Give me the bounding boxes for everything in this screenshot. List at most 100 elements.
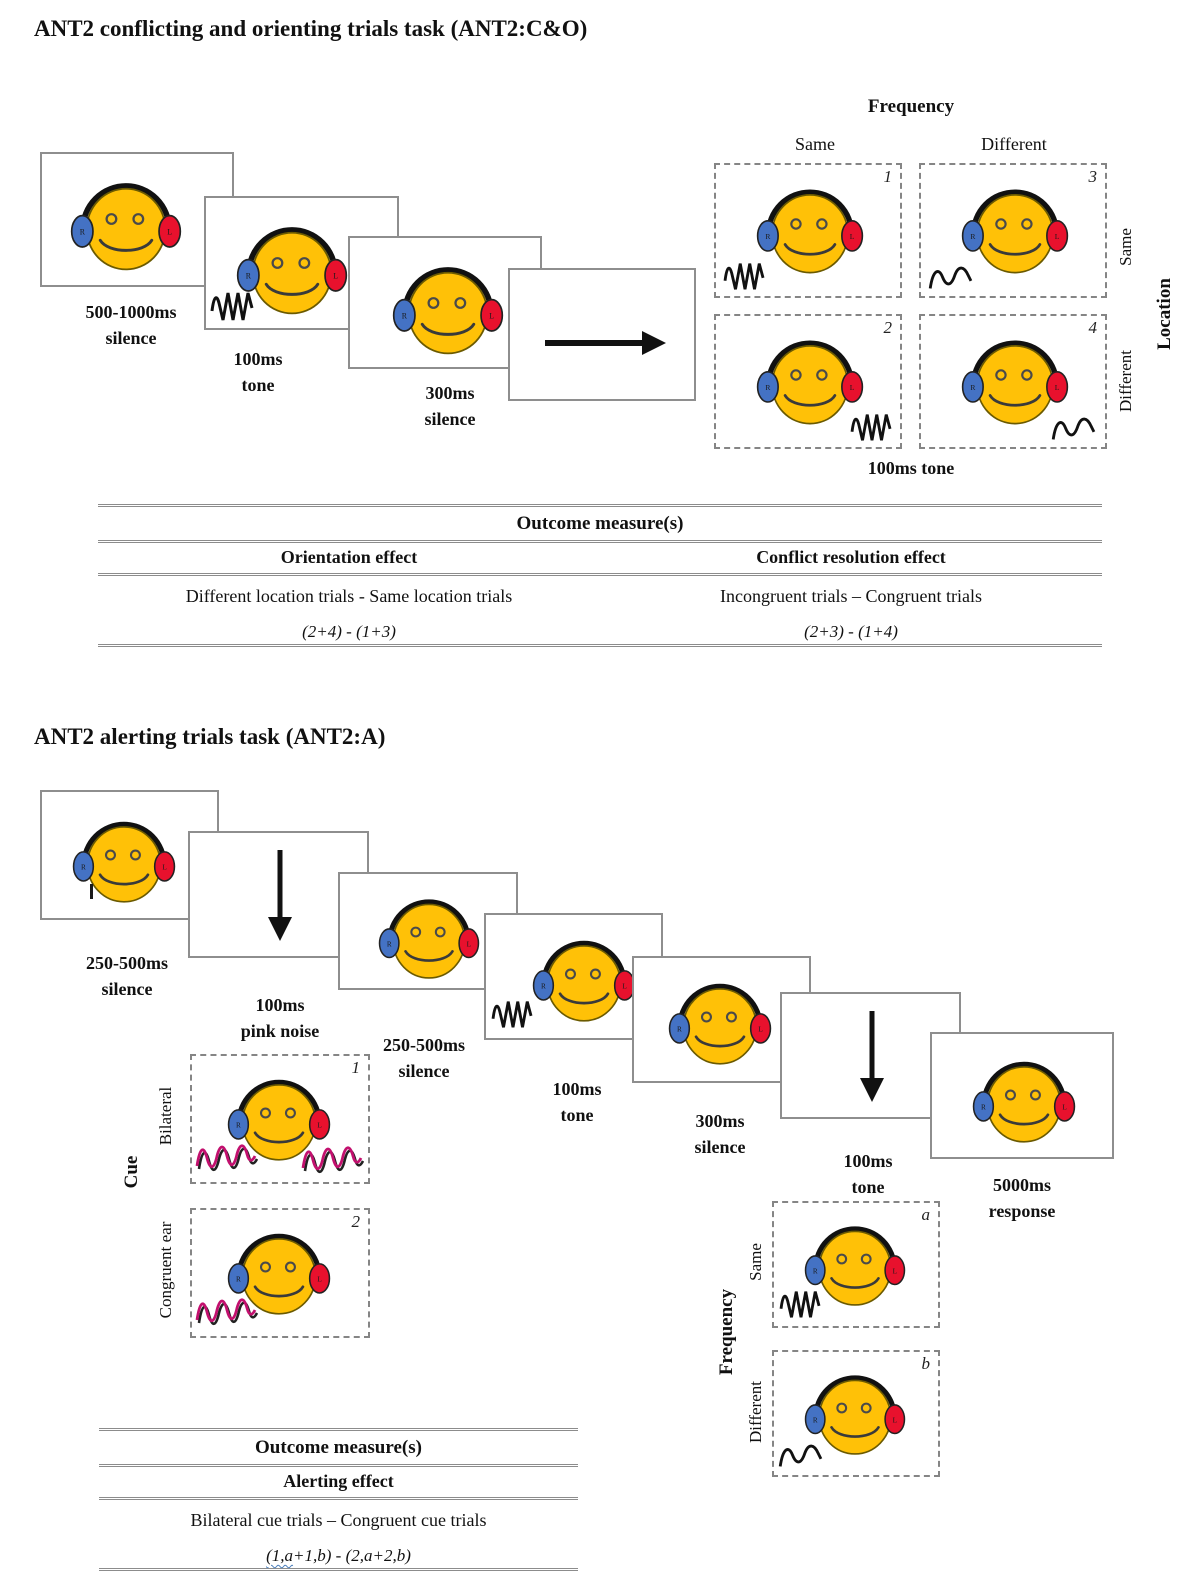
label-line1: 250-500ms xyxy=(383,1035,465,1055)
cell-number: 2 xyxy=(883,318,893,337)
label-line2: tone xyxy=(241,375,275,395)
frequency-box-same: a xyxy=(772,1201,940,1328)
grid-col-same: Same xyxy=(795,134,835,154)
s2-frame5-label: 300ms silence xyxy=(635,1108,805,1160)
s2-frame3-label: 250-500ms silence xyxy=(339,1032,509,1084)
s1-frame-fixation xyxy=(40,152,234,287)
label-line2: silence xyxy=(424,409,476,429)
grid-col-different: Different xyxy=(981,134,1047,154)
grid-frequency-header: Frequency xyxy=(867,96,955,117)
label-line2: silence xyxy=(105,328,157,348)
label-line1: 100ms xyxy=(552,1079,602,1099)
label-line2: silence xyxy=(398,1061,450,1081)
section2-title: ANT2 alerting trials task (ANT2:A) xyxy=(34,724,386,749)
grid-cell-3: 3 xyxy=(919,163,1107,298)
conflict-contrast: Incongruent trials – Congruent trials xyxy=(720,586,982,606)
grid-row-different: Different xyxy=(1116,350,1135,412)
orientation-contrast: Different location trials - Same locatio… xyxy=(185,586,513,606)
face-headphones-icon xyxy=(70,166,182,272)
wave-high-icon xyxy=(778,1285,824,1323)
face-headphones-icon xyxy=(72,806,176,904)
orientation-formula: (2+4) - (1+3) xyxy=(302,622,396,641)
frequency-box-different: b xyxy=(772,1350,940,1477)
grid-row-same: Same xyxy=(1116,228,1135,266)
alerting-formula-underlined: (1,a xyxy=(266,1546,294,1565)
grid-cell-2: 2 xyxy=(714,314,902,449)
arrow-down-icon xyxy=(858,1008,886,1104)
table1-contrast-row: Different location trials - Same locatio… xyxy=(98,576,1102,607)
outcome-table-1: Outcome measure(s) Orientation effect Co… xyxy=(98,504,1102,647)
label-line1: 500-1000ms xyxy=(85,302,177,322)
face-headphones-icon xyxy=(668,968,772,1066)
label-line2: tone xyxy=(851,1177,885,1197)
label-line2: response xyxy=(988,1201,1056,1221)
cell-number: 3 xyxy=(1088,167,1098,186)
s1-frame1-label: 500-1000ms silence xyxy=(46,299,216,351)
face-headphones-icon xyxy=(392,250,504,356)
wave-high-icon xyxy=(490,995,536,1033)
alerting-formula: (1,a+1,b) - (2,a+2,b) xyxy=(99,1531,578,1571)
frequency-group-label: Frequency xyxy=(716,1288,737,1376)
grid-caption: 100ms tone xyxy=(867,458,955,478)
label-line1: 250-500ms xyxy=(86,953,168,973)
face-headphones-icon xyxy=(378,884,480,980)
s2-frame-response xyxy=(930,1032,1114,1159)
face-headphones-icon xyxy=(532,925,636,1023)
cue-congruent-label: Congruent ear xyxy=(156,1221,175,1319)
wave-low-icon xyxy=(777,1438,827,1474)
outcome-table-2: Outcome measure(s) Alerting effect Bilat… xyxy=(99,1428,578,1571)
s1-frame-target xyxy=(508,268,696,401)
alerting-effect-header: Alerting effect xyxy=(99,1467,578,1500)
cell-number: 1 xyxy=(883,167,893,186)
conflict-formula: (2+3) - (1+4) xyxy=(804,622,898,641)
cell-number: b xyxy=(921,1354,931,1373)
orientation-effect-header: Orientation effect xyxy=(280,547,418,567)
table1-header: Outcome measure(s) xyxy=(98,507,1102,543)
wave-high-icon xyxy=(721,257,769,295)
label-line2: tone xyxy=(560,1105,594,1125)
conflict-effect-header: Conflict resolution effect xyxy=(756,547,946,567)
cell-number: a xyxy=(921,1205,931,1224)
label-line1: 100ms xyxy=(843,1151,893,1171)
cue-box-congruent: 2 xyxy=(190,1208,370,1338)
tick-mark xyxy=(90,884,93,899)
arrow-right-icon xyxy=(542,328,668,358)
cell-number: 2 xyxy=(351,1212,361,1231)
s2-frame4-label: 100ms tone xyxy=(492,1076,662,1128)
s1-frame2-label: 100ms tone xyxy=(173,346,343,398)
cue-group-label: Cue xyxy=(121,1155,142,1189)
label-line2: silence xyxy=(694,1137,746,1157)
cue-bilateral-label: Bilateral xyxy=(156,1086,175,1146)
pink-noise-wave-icon xyxy=(300,1136,364,1180)
label-line2: silence xyxy=(101,979,153,999)
table2-header: Outcome measure(s) xyxy=(99,1431,578,1467)
s2-frame2-label: 100ms pink noise xyxy=(195,992,365,1044)
grid-cell-1: 1 xyxy=(714,163,902,298)
section1-title: ANT2 conflicting and orienting trials ta… xyxy=(34,16,588,41)
s1-frame3-label: 300ms silence xyxy=(365,380,535,432)
label-line1: 300ms xyxy=(695,1111,745,1131)
alerting-contrast: Bilateral cue trials – Congruent cue tri… xyxy=(190,1510,487,1530)
frequency-same-label: Same xyxy=(746,1243,765,1281)
table1-formula-row: (2+4) - (1+3) (2+3) - (1+4) xyxy=(98,607,1102,647)
alerting-formula-rest: +1,b) - (2,a+2,b) xyxy=(293,1546,411,1565)
face-headphones-icon xyxy=(756,173,864,275)
pink-noise-wave-icon xyxy=(194,1288,258,1332)
label-line1: 5000ms xyxy=(993,1175,1051,1195)
label-line1: 100ms xyxy=(233,349,283,369)
label-line1: 300ms xyxy=(425,383,475,403)
cell-number: 1 xyxy=(351,1058,361,1077)
label-line1: 100ms xyxy=(255,995,305,1015)
s2-frame6-label: 100ms tone xyxy=(783,1148,953,1200)
wave-low-icon xyxy=(926,260,978,296)
face-headphones-icon xyxy=(972,1046,1076,1144)
grid-location-header: Location xyxy=(1154,278,1175,350)
table1-effect-row: Orientation effect Conflict resolution e… xyxy=(98,543,1102,576)
label-line2: pink noise xyxy=(240,1021,320,1041)
s2-frame1-label: 250-500ms silence xyxy=(42,950,212,1002)
s2-frame7-label: 5000ms response xyxy=(937,1172,1107,1224)
pink-noise-wave-icon xyxy=(194,1134,258,1178)
grid-cell-4: 4 xyxy=(919,314,1107,449)
frequency-different-label: Different xyxy=(746,1381,765,1443)
